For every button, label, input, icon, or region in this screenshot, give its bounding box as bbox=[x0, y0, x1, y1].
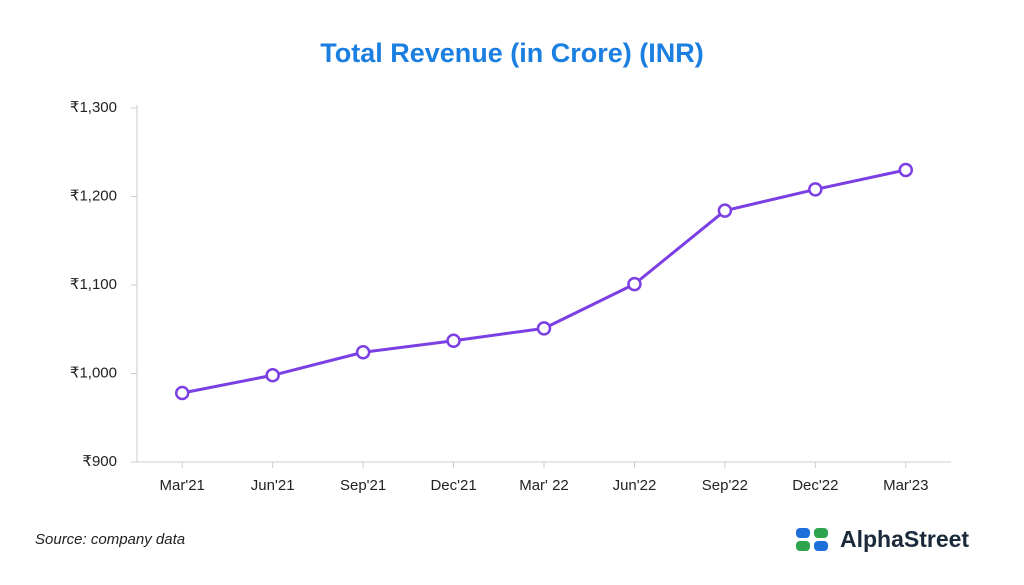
chart-title: Total Revenue (in Crore) (INR) bbox=[320, 38, 704, 68]
x-tick-label: Mar'21 bbox=[160, 477, 205, 494]
x-tick-label: Dec'22 bbox=[792, 477, 838, 494]
point bbox=[627, 276, 642, 292]
point bbox=[898, 162, 914, 178]
point bbox=[446, 333, 461, 349]
x-tick-label: Mar' 22 bbox=[519, 477, 569, 494]
x-tick-label: Jun'22 bbox=[613, 477, 657, 494]
brand-logo bbox=[796, 528, 828, 551]
point bbox=[355, 345, 371, 360]
y-tick-label: ₹1,000 bbox=[70, 364, 117, 381]
point bbox=[174, 385, 190, 401]
source-note: Source: company data bbox=[35, 531, 185, 548]
x-tick-label: Mar'23 bbox=[883, 477, 928, 494]
line bbox=[181, 168, 907, 395]
x-tick-label: Jun'21 bbox=[251, 477, 295, 494]
y-tick-label: ₹900 bbox=[82, 453, 117, 470]
point bbox=[717, 203, 733, 218]
point bbox=[265, 368, 280, 383]
point bbox=[808, 182, 823, 197]
y-tick-label: ₹1,200 bbox=[70, 187, 117, 204]
brand-name: AlphaStreet bbox=[840, 526, 969, 552]
x-tick-label: Dec'21 bbox=[430, 477, 476, 494]
y-tick-label: ₹1,300 bbox=[70, 99, 117, 116]
x-tick-label: Sep'21 bbox=[340, 477, 386, 494]
y-tick-label: ₹1,100 bbox=[70, 276, 117, 293]
point bbox=[536, 321, 552, 336]
x-tick-label: Sep'22 bbox=[702, 477, 748, 494]
